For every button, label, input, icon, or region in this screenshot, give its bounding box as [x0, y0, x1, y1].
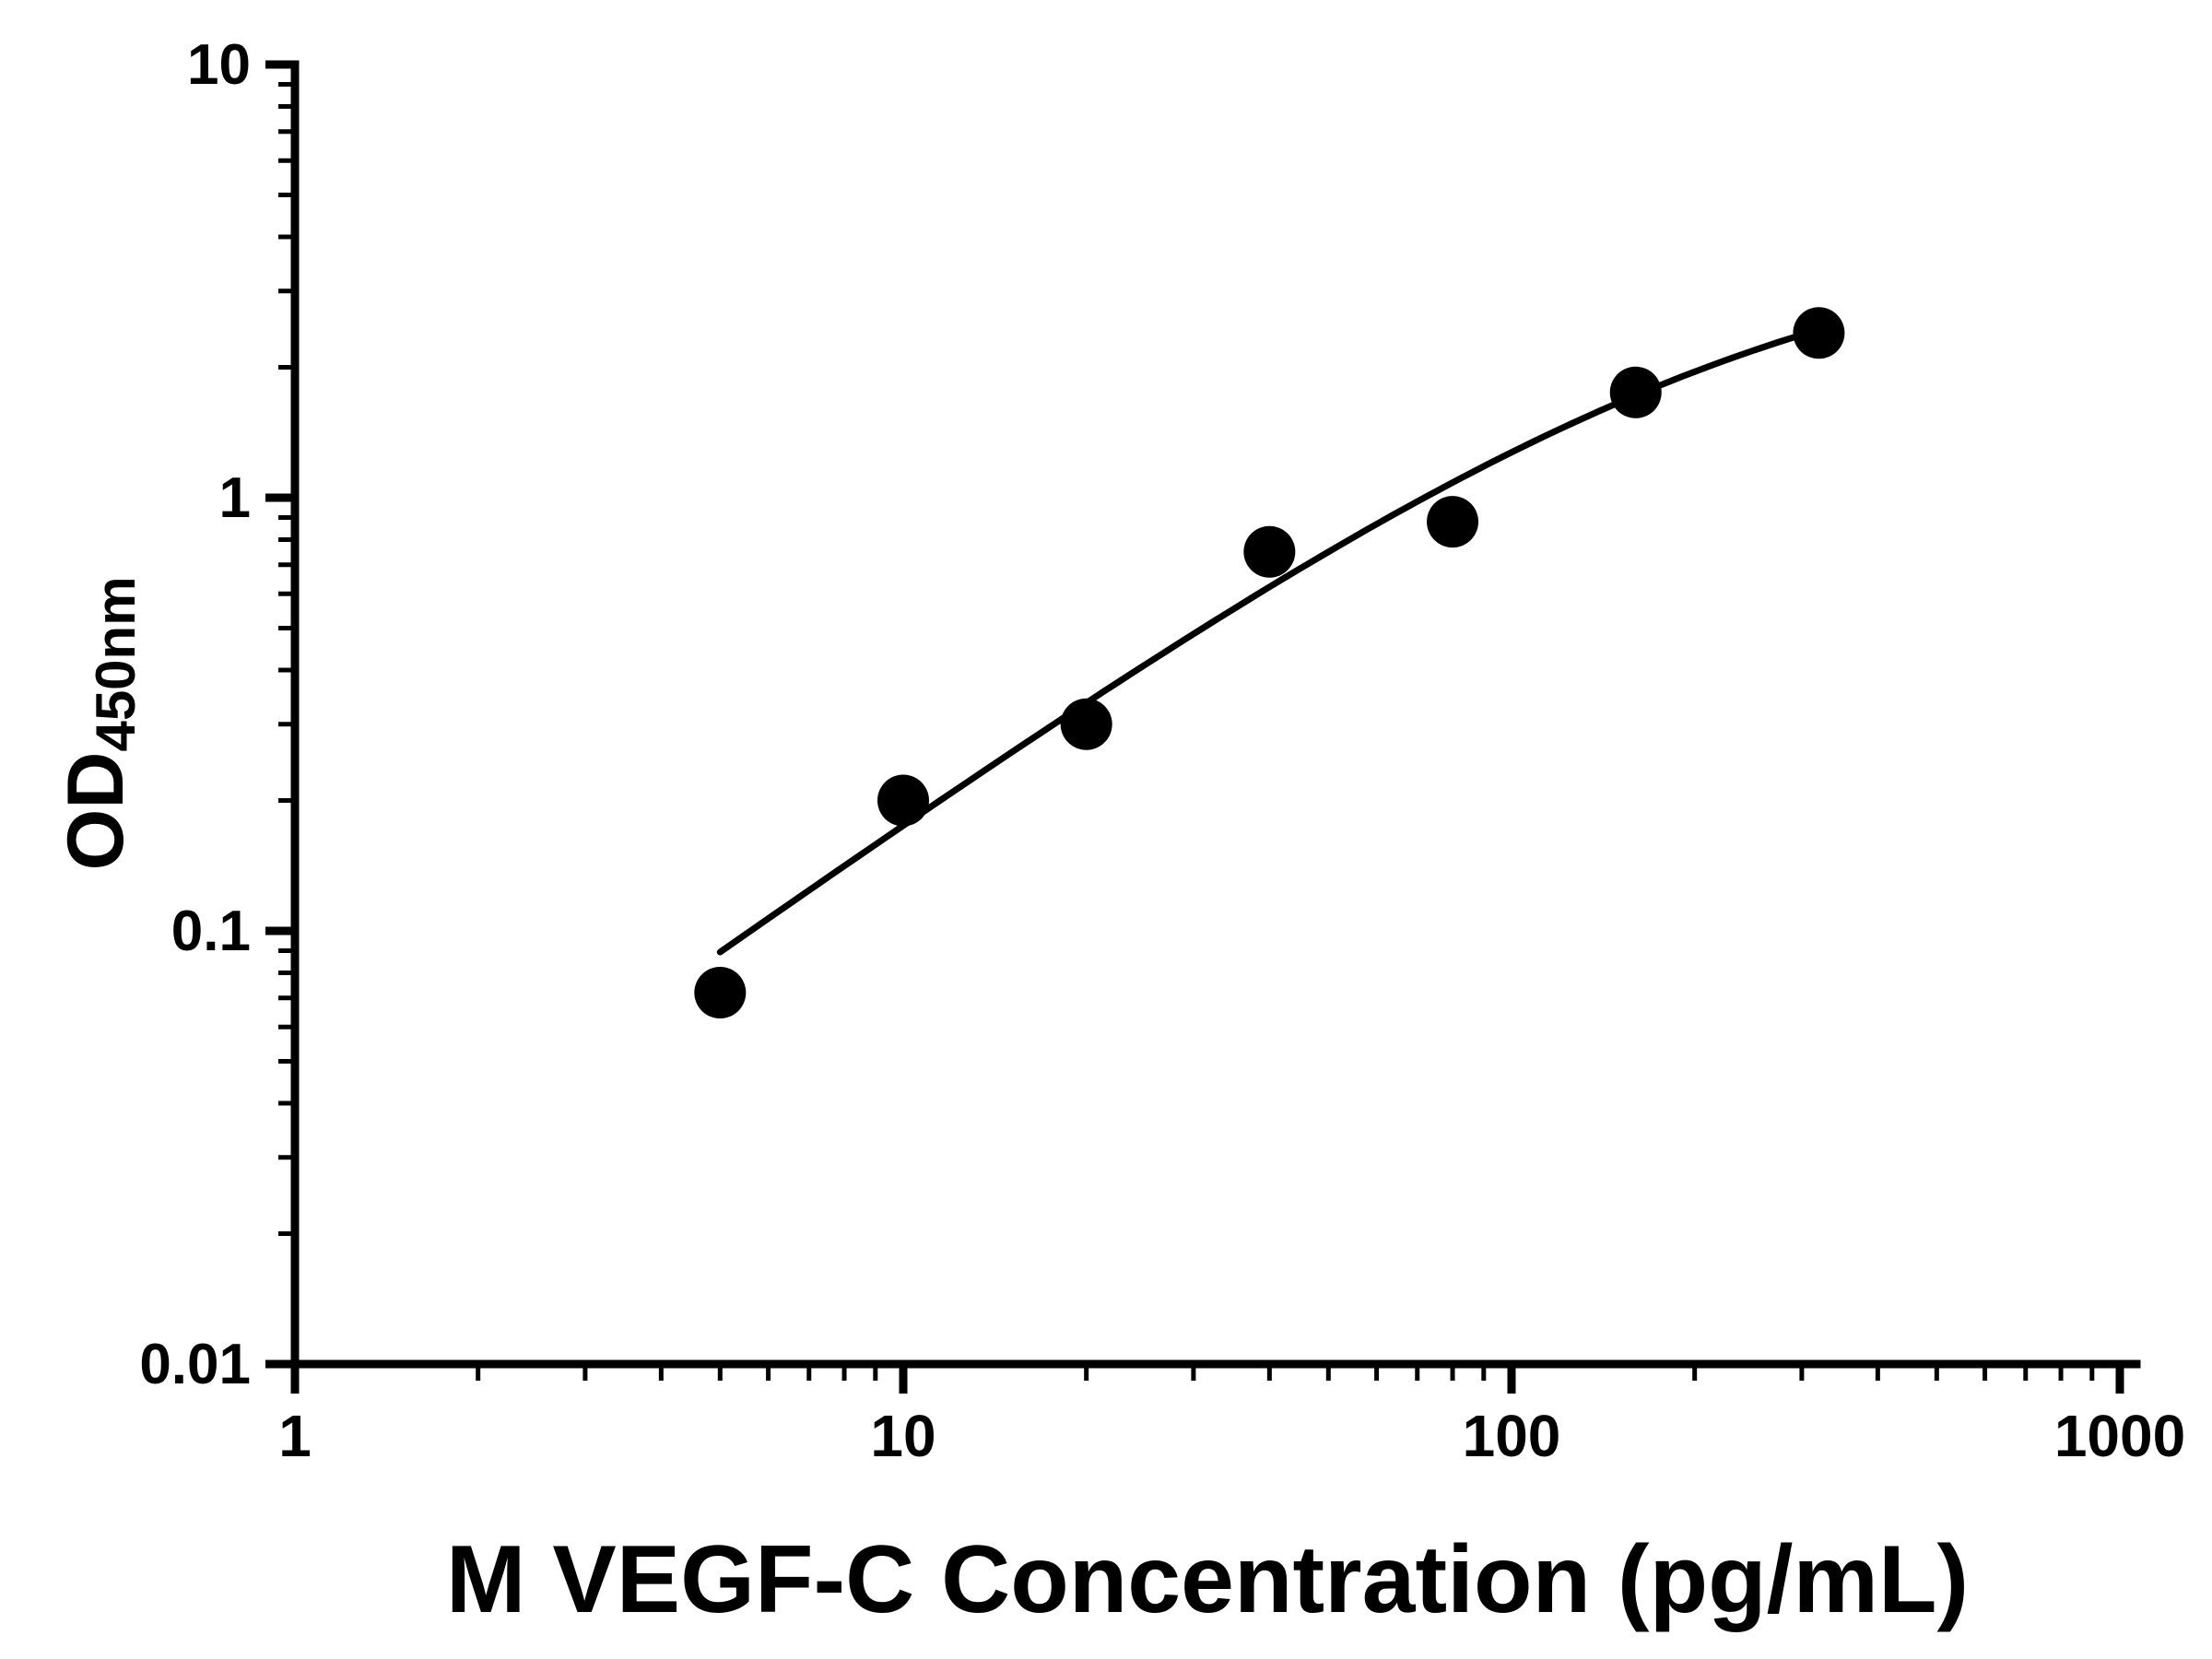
- data-point: [694, 967, 747, 1019]
- data-point: [1427, 496, 1479, 548]
- x-tick-label: 1000: [2054, 1403, 2185, 1469]
- y-axis-title: OD450nm: [52, 576, 147, 870]
- fit-curve: [716, 326, 1822, 956]
- x-tick-label: 100: [1463, 1403, 1561, 1469]
- y-axis-title-main: OD: [52, 751, 140, 871]
- y-axis-title-subscript: 450nm: [85, 576, 147, 752]
- data-point: [1609, 366, 1662, 418]
- y-tick-label: 10: [187, 33, 251, 97]
- x-tick-label: 10: [870, 1403, 935, 1469]
- data-point: [1060, 698, 1112, 750]
- y-tick-label: 0.01: [139, 1333, 251, 1396]
- data-point: [877, 774, 929, 827]
- x-axis-title: M VEGF-C Concentration (pg/mL): [445, 1526, 1970, 1633]
- y-tick-label: 0.1: [171, 900, 251, 963]
- x-tick-label: 1: [278, 1403, 312, 1469]
- y-tick-label: 1: [219, 466, 251, 530]
- data-point: [1793, 307, 1845, 359]
- data-point: [1243, 525, 1296, 578]
